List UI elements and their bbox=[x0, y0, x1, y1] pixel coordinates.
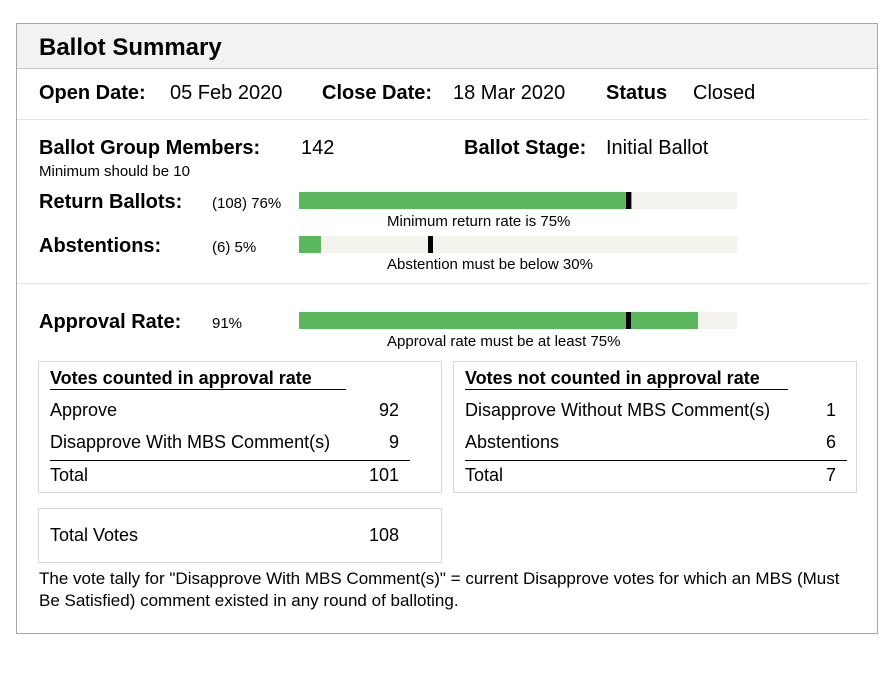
counted-total-label: Total bbox=[50, 465, 89, 485]
total-votes-label: Total Votes bbox=[50, 525, 139, 545]
open-date-label: Open Date: bbox=[39, 82, 146, 104]
page-title: Ballot Summary bbox=[39, 34, 222, 61]
panel-header: Ballot Summary bbox=[17, 24, 877, 69]
total-divider bbox=[465, 460, 847, 461]
not-counted-total-label: Total bbox=[465, 465, 504, 485]
not-counted-row-label: Abstentions bbox=[465, 432, 560, 452]
status-value: Closed bbox=[693, 82, 756, 104]
not-counted-row-value: 1 bbox=[825, 400, 836, 420]
counted-row-value: 9 bbox=[388, 432, 399, 452]
status-label: Status bbox=[606, 82, 668, 104]
abstentions-label: Abstentions: bbox=[39, 235, 162, 257]
counted-row-value: 92 bbox=[378, 400, 399, 420]
votes-counted-title: Votes counted in approval rate bbox=[50, 368, 312, 388]
return-ballots-bar-fill bbox=[299, 192, 632, 209]
close-date-value: 18 Mar 2020 bbox=[453, 82, 566, 104]
title-underline bbox=[465, 389, 788, 390]
return-ballots-label: Return Ballots: bbox=[39, 191, 183, 213]
votes-not-counted-title: Votes not counted in approval rate bbox=[465, 368, 760, 388]
ballot-summary-panel: Ballot Summary Open Date: 05 Feb 2020 Cl… bbox=[16, 23, 878, 634]
ballot-stage-value: Initial Ballot bbox=[606, 137, 709, 159]
group-members-label: Ballot Group Members: bbox=[39, 137, 261, 159]
counted-row-label: Approve bbox=[50, 400, 118, 420]
abstentions-bar bbox=[299, 236, 737, 253]
abstentions-value: (6) 5% bbox=[212, 239, 257, 256]
return-ballots-threshold-marker bbox=[625, 192, 631, 209]
divider bbox=[17, 119, 869, 120]
abstentions-threshold-marker bbox=[428, 236, 434, 253]
counted-total-value: 101 bbox=[368, 465, 399, 485]
approval-rate-threshold-marker bbox=[625, 312, 631, 329]
open-date-value: 05 Feb 2020 bbox=[170, 82, 283, 104]
divider bbox=[17, 283, 869, 284]
counted-row-label: Disapprove With MBS Comment(s) bbox=[50, 432, 331, 452]
return-ballots-bar bbox=[299, 192, 737, 209]
total-votes-value: 108 bbox=[368, 525, 399, 545]
total-votes-box: Total Votes 108 bbox=[38, 508, 442, 563]
approval-rate-label: Approval Rate: bbox=[39, 311, 182, 333]
not-counted-row-label: Disapprove Without MBS Comment(s) bbox=[465, 400, 771, 420]
approval-rate-bar-fill bbox=[299, 312, 698, 329]
not-counted-total-value: 7 bbox=[825, 465, 836, 485]
abstentions-bar-fill bbox=[299, 236, 321, 253]
approval-rate-note: Approval rate must be at least 75% bbox=[387, 333, 621, 350]
return-ballots-value: (108) 76% bbox=[212, 195, 282, 212]
return-ballots-note: Minimum return rate is 75% bbox=[387, 213, 571, 230]
close-date-label: Close Date: bbox=[322, 82, 433, 104]
group-members-value: 142 bbox=[301, 137, 335, 159]
votes-not-counted-box: Votes not counted in approval rate Disap… bbox=[453, 361, 857, 493]
approval-rate-bar bbox=[299, 312, 737, 329]
not-counted-row-value: 6 bbox=[825, 432, 836, 452]
votes-counted-box: Votes counted in approval rate Approve 9… bbox=[38, 361, 442, 493]
abstentions-note: Abstention must be below 30% bbox=[387, 256, 593, 273]
title-underline bbox=[50, 389, 346, 390]
ballot-stage-label: Ballot Stage: bbox=[464, 137, 587, 159]
total-divider bbox=[50, 460, 410, 461]
group-members-note: Minimum should be 10 bbox=[39, 163, 190, 180]
footnote: The vote tally for "Disapprove With MBS … bbox=[39, 569, 840, 610]
approval-rate-value: 91% bbox=[212, 315, 243, 332]
